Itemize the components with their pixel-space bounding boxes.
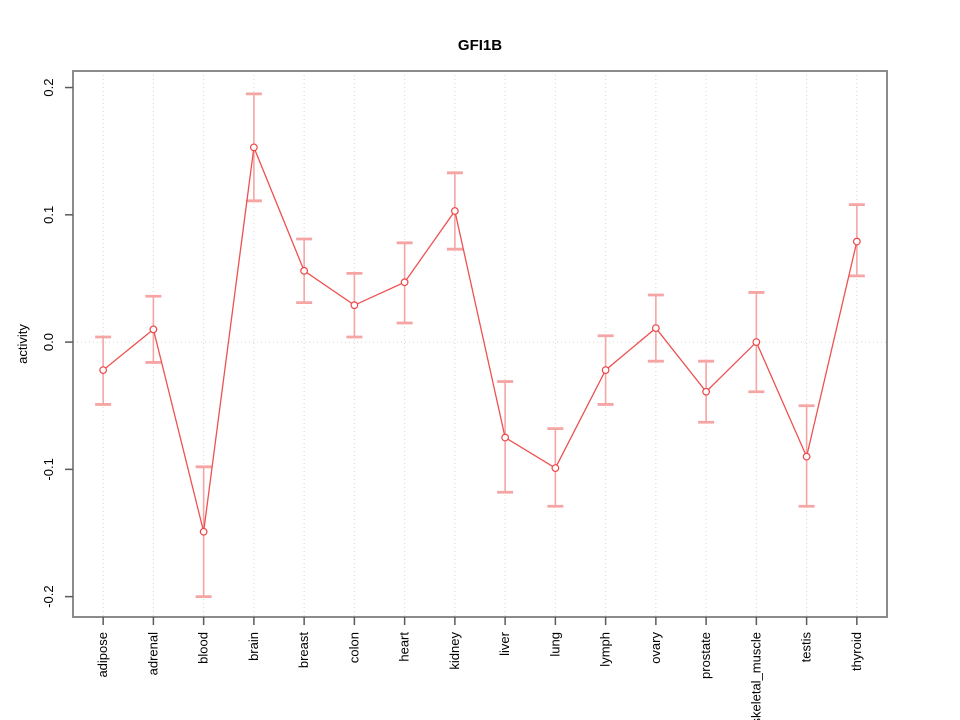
data-point bbox=[702, 387, 711, 396]
x-tick-label: adipose bbox=[95, 632, 110, 678]
x-tick-label: brain bbox=[246, 632, 261, 661]
data-point bbox=[802, 452, 811, 461]
x-tick-label: colon bbox=[346, 632, 361, 663]
x-tick-label: heart bbox=[397, 632, 412, 662]
x-tick-label: skeletal_muscle bbox=[748, 632, 763, 720]
x-tick-label: liver bbox=[497, 631, 512, 656]
x-tick-label: lymph bbox=[598, 632, 613, 667]
data-point bbox=[300, 266, 309, 275]
x-tick-label: testis bbox=[799, 632, 814, 663]
data-point bbox=[249, 143, 258, 152]
data-point bbox=[752, 338, 761, 346]
plot-box-border bbox=[72, 70, 888, 618]
data-point bbox=[99, 366, 108, 374]
x-tick-label: blood bbox=[196, 632, 211, 664]
x-tick-label: kidney bbox=[447, 632, 462, 670]
series-line bbox=[102, 144, 858, 532]
data-point bbox=[551, 464, 560, 472]
data-point bbox=[450, 207, 459, 215]
chart-title: GFI1B bbox=[458, 37, 502, 54]
data-point bbox=[501, 433, 510, 442]
y-tick-label: 0.1 bbox=[41, 206, 56, 224]
x-tick-label: lung bbox=[547, 632, 562, 657]
x-tick-label: prostate bbox=[698, 632, 713, 679]
y-axis-label: activity bbox=[15, 324, 30, 364]
x-tick-label: breast bbox=[296, 632, 311, 669]
x-tick-label: ovary bbox=[648, 632, 663, 664]
data-point bbox=[852, 237, 861, 246]
x-tick-label: thyroid bbox=[849, 632, 864, 671]
y-tick-label: 0.2 bbox=[41, 79, 56, 97]
data-point bbox=[651, 324, 660, 332]
y-tick-label: -0.1 bbox=[41, 458, 56, 480]
y-tick-label: 0.0 bbox=[41, 333, 56, 351]
x-tick-label: adrenal bbox=[145, 632, 160, 675]
data-point bbox=[601, 366, 610, 374]
data-point bbox=[199, 527, 208, 536]
data-point bbox=[400, 278, 409, 287]
data-point bbox=[350, 301, 359, 310]
data-point bbox=[149, 325, 158, 334]
y-tick-label: -0.2 bbox=[41, 585, 56, 607]
